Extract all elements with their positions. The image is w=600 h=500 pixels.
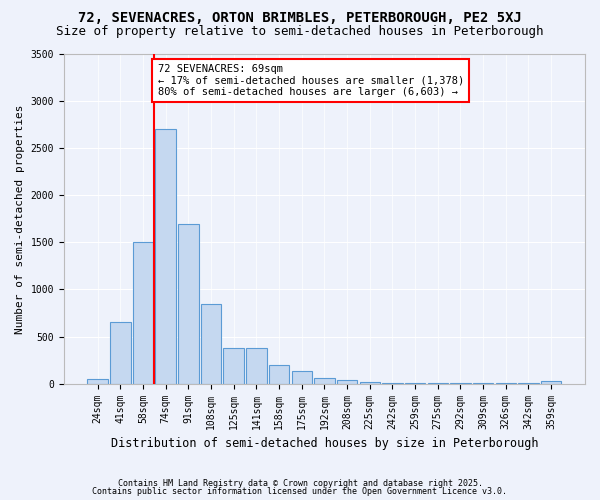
Bar [541,381,562,384]
Bar [178,224,199,384]
Bar [405,383,425,384]
Bar [133,242,153,384]
Text: Size of property relative to semi-detached houses in Peterborough: Size of property relative to semi-detach… [56,25,544,38]
Bar [382,383,403,384]
Bar [110,322,131,384]
Bar [269,365,289,384]
Bar [314,378,335,384]
Bar [246,348,266,384]
Text: Contains HM Land Registry data © Crown copyright and database right 2025.: Contains HM Land Registry data © Crown c… [118,478,482,488]
Text: 72, SEVENACRES, ORTON BRIMBLES, PETERBOROUGH, PE2 5XJ: 72, SEVENACRES, ORTON BRIMBLES, PETERBOR… [78,12,522,26]
Text: 72 SEVENACRES: 69sqm
← 17% of semi-detached houses are smaller (1,378)
80% of se: 72 SEVENACRES: 69sqm ← 17% of semi-detac… [158,64,464,97]
Bar [359,382,380,384]
Bar [223,348,244,384]
X-axis label: Distribution of semi-detached houses by size in Peterborough: Distribution of semi-detached houses by … [110,437,538,450]
Bar [292,372,312,384]
Text: Contains public sector information licensed under the Open Government Licence v3: Contains public sector information licen… [92,487,508,496]
Y-axis label: Number of semi-detached properties: Number of semi-detached properties [15,104,25,334]
Bar [155,130,176,384]
Bar [337,380,357,384]
Bar [201,304,221,384]
Bar [88,379,108,384]
